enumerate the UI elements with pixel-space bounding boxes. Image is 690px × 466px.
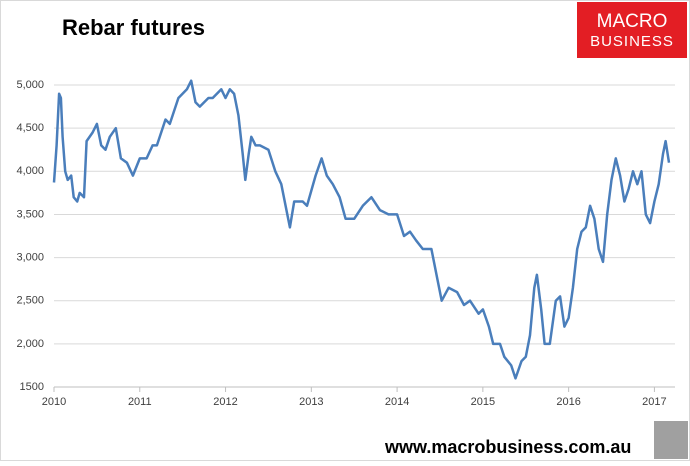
y-tick-label: 1500 xyxy=(20,381,44,393)
x-tick-label: 2010 xyxy=(42,396,66,408)
logo-top: MACRO xyxy=(597,11,668,32)
y-tick-label: 4,500 xyxy=(16,122,44,134)
x-tick-label: 2016 xyxy=(556,396,580,408)
x-tick-label: 2012 xyxy=(213,396,237,408)
source: www.macrobusiness.com.au xyxy=(384,437,631,457)
x-tick-label: 2014 xyxy=(385,396,409,408)
logo-bottom: BUSINESS xyxy=(590,33,674,50)
y-tick-label: 2,000 xyxy=(16,338,44,350)
x-tick-label: 2017 xyxy=(642,396,666,408)
x-tick-label: 2011 xyxy=(128,396,152,408)
y-tick-label: 3,000 xyxy=(16,251,44,263)
y-tick-label: 2,500 xyxy=(16,295,44,307)
y-tick-label: 4,000 xyxy=(16,165,44,177)
logo-box xyxy=(577,2,687,58)
line xyxy=(52,79,671,380)
x-tick-label: 2015 xyxy=(471,396,495,408)
y-tick-label: 5,000 xyxy=(16,79,44,91)
x-tick-label: 2013 xyxy=(299,396,323,408)
wolf-icon xyxy=(654,421,688,459)
y-tick-label: 3,500 xyxy=(16,208,44,220)
chart-title: Rebar futures xyxy=(62,15,205,40)
